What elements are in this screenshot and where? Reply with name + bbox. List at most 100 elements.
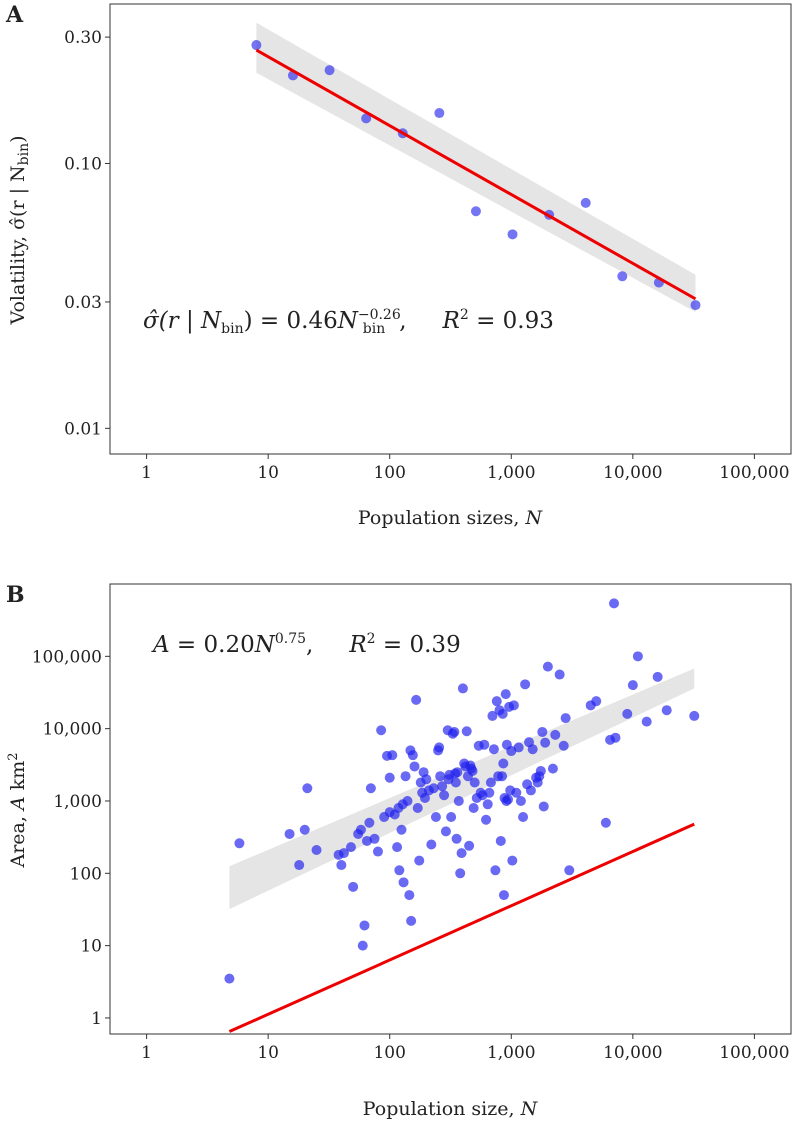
data-point: [540, 737, 551, 748]
x-tick-label: 100,000: [719, 463, 789, 483]
data-point: [430, 812, 441, 823]
data-point: [419, 792, 430, 803]
data-point: [538, 801, 549, 812]
data-point: [361, 835, 372, 846]
fit-line: [255, 48, 697, 301]
x-tick-label: 10,000: [603, 1043, 662, 1063]
eq-r-exp: 2: [460, 307, 469, 323]
fit-equation: σ̂(r | Nbin) = 0.46N−0.26 bin, R2 = 0.93: [143, 307, 554, 337]
data-point: [409, 761, 420, 772]
eq-n2: N: [337, 308, 359, 334]
data-point: [464, 840, 475, 851]
data-point: [507, 229, 518, 240]
y-axis-ticks: 1 10 100 1,000 10,000 100,000: [32, 647, 110, 1029]
data-point: [428, 783, 439, 794]
y-tick-label: 1,000: [53, 792, 102, 812]
data-point: [500, 689, 511, 700]
data-point: [690, 300, 701, 311]
data-point: [610, 732, 621, 743]
data-point: [495, 835, 506, 846]
data-point: [627, 680, 638, 691]
eq-r2-value: = 0.93: [469, 308, 554, 334]
data-point: [402, 795, 413, 806]
eq-n: N: [200, 308, 222, 334]
data-point: [580, 197, 591, 208]
panel-a: A 1 10 100 1,000 10,000 100,000 0.010.030.100…: [5, 2, 792, 529]
data-point: [421, 774, 432, 785]
data-point: [542, 661, 553, 672]
data-point: [498, 758, 509, 769]
plot-frame: [109, 583, 792, 1035]
y-tick-label: 0.03: [64, 293, 102, 313]
data-point: [452, 767, 463, 778]
y-tick-label: 0.30: [64, 28, 102, 48]
y-tick-label: 100,000: [32, 647, 102, 667]
eq-bin2: bin: [363, 321, 385, 337]
data-point: [508, 700, 519, 711]
y-axis-ticks: 0.01 0.03 0.10 0.30: [64, 28, 110, 439]
data-point: [284, 828, 295, 839]
data-point: [520, 679, 531, 690]
y-axis-title: Area, A km2: [6, 752, 29, 868]
data-point: [457, 683, 468, 694]
x-tick-label: 1: [141, 463, 152, 483]
eq-close: ) = 0.46: [244, 308, 338, 334]
data-point: [365, 783, 376, 794]
data-point: [482, 799, 493, 810]
confidence-band: [256, 22, 696, 312]
data-point: [426, 839, 437, 850]
y-tick-label: 10: [80, 937, 102, 957]
data-point: [467, 765, 478, 776]
y-axis-title: Volatility, σ̂(r | Nbin): [7, 135, 32, 325]
data-point: [485, 777, 496, 788]
data-point: [525, 785, 536, 796]
data-point: [302, 783, 313, 794]
data-point: [507, 855, 518, 866]
data-point: [632, 651, 643, 662]
data-points: [224, 598, 700, 984]
data-point: [336, 860, 347, 871]
data-point: [299, 824, 310, 835]
panel-b: B 1 10 100 1,000 10,000 100,000 1 10 100 1,000 10…: [6, 582, 792, 1120]
data-point: [234, 838, 245, 849]
fit-equation: A = 0.20N0.75, R2 = 0.39: [151, 631, 461, 658]
data-point: [400, 771, 411, 782]
y-tick-label: 100: [70, 864, 102, 884]
eq-tail: ,: [399, 308, 406, 334]
x-tick-label: 100,000: [719, 1043, 789, 1063]
data-point: [311, 844, 322, 855]
data-point: [451, 833, 462, 844]
data-point: [224, 973, 235, 984]
x-tick-label: 100: [373, 1043, 405, 1063]
data-point: [251, 40, 262, 51]
data-point: [398, 877, 409, 888]
data-point: [355, 824, 366, 835]
data-point: [547, 763, 558, 774]
data-point: [600, 817, 611, 828]
data-point: [469, 777, 480, 788]
x-tick-label: 1: [141, 1043, 152, 1063]
y-tick-label: 0.10: [64, 154, 102, 174]
fit-line: [228, 822, 695, 1033]
data-point: [550, 729, 561, 740]
data-point: [497, 708, 508, 719]
data-point: [498, 890, 509, 901]
data-point: [407, 750, 418, 761]
data-point: [376, 725, 387, 736]
y-tick-label: 1: [91, 1009, 102, 1029]
data-point: [455, 868, 466, 879]
data-point: [411, 694, 422, 705]
plot-frame: [109, 3, 792, 455]
eq-bin: bin: [221, 321, 243, 337]
x-axis-ticks: 1 10 100 1,000 10,000 100,000: [141, 454, 790, 483]
data-point: [560, 713, 571, 724]
data-point: [487, 710, 498, 721]
x-tick-label: 1,000: [487, 1043, 536, 1063]
data-point: [345, 842, 356, 853]
panel-label-b: B: [6, 582, 25, 608]
fit-line-segment: [255, 48, 697, 301]
data-point: [558, 740, 569, 751]
data-point: [404, 890, 415, 901]
data-point: [554, 669, 565, 680]
data-point: [394, 865, 405, 876]
